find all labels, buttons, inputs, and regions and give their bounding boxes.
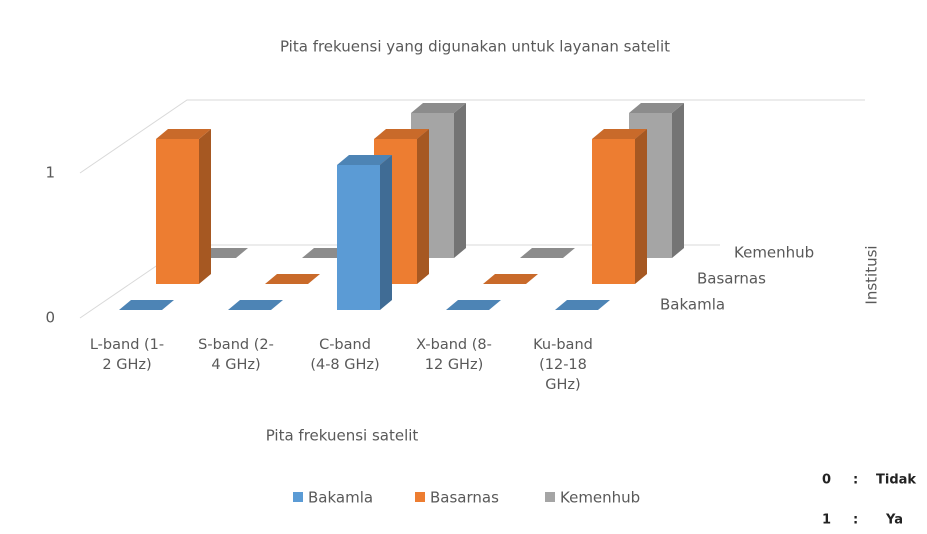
bar: [592, 129, 647, 284]
bar-side: [417, 129, 429, 284]
legend-label: Bakamla: [308, 489, 373, 507]
grid-line: [79, 99, 865, 174]
bar-top: [520, 248, 575, 258]
bar: [265, 274, 320, 284]
note-separator: :: [853, 513, 858, 528]
bar: [446, 300, 501, 310]
legend-label: Basarnas: [430, 489, 499, 507]
bar-top: [411, 103, 466, 113]
x-tick-label: S-band (2-4 GHz): [198, 337, 274, 373]
x-tick-label: L-band (1-2 GHz): [89, 337, 165, 373]
legend-swatch: [293, 492, 303, 502]
bar-top: [446, 300, 501, 310]
y-tick-label: 1: [45, 164, 55, 182]
depth-tick-label: Basarnas: [697, 270, 766, 288]
bar-top: [629, 103, 684, 113]
note-code: 0: [822, 473, 831, 488]
bar-side: [672, 103, 684, 258]
bar: [156, 129, 211, 284]
bar-top: [265, 274, 320, 284]
bar: [337, 155, 392, 310]
bar: [228, 300, 283, 310]
bar-front: [156, 139, 199, 284]
x-axis-label: Pita frekuensi satelit: [266, 427, 419, 445]
legend-label: Kemenhub: [560, 489, 640, 507]
bar-side: [454, 103, 466, 258]
bar-top: [555, 300, 610, 310]
bar-top: [483, 274, 538, 284]
y-tick-label: 0: [45, 309, 55, 327]
bar-side: [635, 129, 647, 284]
bar-top: [337, 155, 392, 165]
chart-title: Pita frekuensi yang digunakan untuk laya…: [280, 38, 670, 56]
bar: [483, 274, 538, 284]
bar-side: [199, 129, 211, 284]
note-meaning: Ya: [885, 513, 903, 528]
bar-front: [337, 165, 380, 310]
bar-top: [119, 300, 174, 310]
note-meaning: Tidak: [876, 473, 916, 488]
bar-side: [380, 155, 392, 310]
legend-swatch: [415, 492, 425, 502]
bar: [520, 248, 575, 258]
bar-top: [228, 300, 283, 310]
bar: [555, 300, 610, 310]
bar-top: [156, 129, 211, 139]
bar-top: [374, 129, 429, 139]
note-code: 1: [822, 513, 831, 528]
bar-front: [592, 139, 635, 284]
depth-tick-label: Kemenhub: [734, 244, 814, 262]
bar-top: [592, 129, 647, 139]
legend-swatch: [545, 492, 555, 502]
bar: [119, 300, 174, 310]
depth-axis-label: Institusi: [863, 245, 881, 304]
x-tick-label: Ku-band (12-18 GHz): [533, 337, 593, 393]
note-separator: :: [853, 473, 858, 488]
x-tick-label: C-band (4-8 GHz): [310, 337, 380, 373]
depth-tick-label: Bakamla: [660, 296, 725, 314]
x-tick-label: X-band (8-12 GHz): [416, 337, 492, 373]
